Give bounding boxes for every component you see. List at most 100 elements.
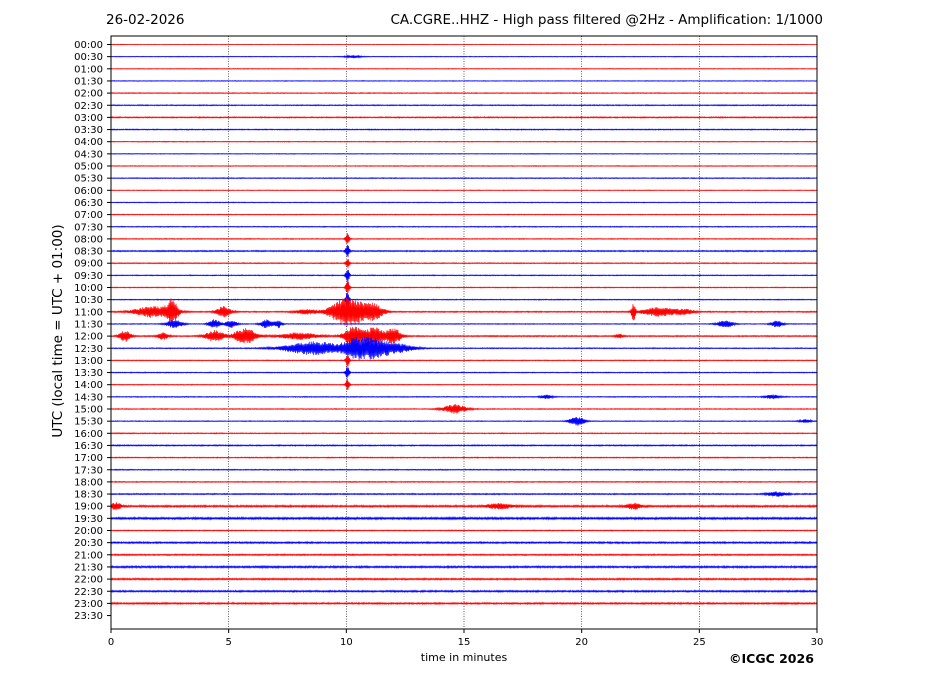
y-tick-label: 00:00 bbox=[74, 40, 103, 51]
y-tick-label: 01:00 bbox=[74, 64, 103, 75]
trace-0230 bbox=[110, 103, 818, 107]
x-tick-label: 0 bbox=[108, 637, 114, 648]
trace-0200 bbox=[110, 91, 818, 95]
y-tick-label: 23:00 bbox=[74, 599, 103, 610]
y-tick-label: 11:00 bbox=[74, 307, 103, 318]
trace-0530 bbox=[110, 176, 818, 180]
y-tick-label: 19:30 bbox=[74, 514, 103, 525]
trace-1900 bbox=[110, 502, 818, 511]
y-tick-label: 05:30 bbox=[74, 174, 103, 185]
trace-1130 bbox=[110, 319, 818, 329]
y-tick-label: 01:30 bbox=[74, 76, 103, 87]
trace-1830 bbox=[110, 491, 818, 497]
y-tick-label: 14:30 bbox=[74, 392, 103, 403]
trace-2100 bbox=[110, 553, 818, 557]
y-tick-label: 07:30 bbox=[74, 222, 103, 233]
y-tick-label: 09:00 bbox=[74, 259, 103, 270]
y-tick-label: 09:30 bbox=[74, 271, 103, 282]
copyright-label: ©ICGC 2026 bbox=[729, 651, 814, 666]
trace-1500 bbox=[110, 404, 818, 414]
y-tick-label: 12:30 bbox=[74, 344, 103, 355]
trace-2030 bbox=[110, 540, 818, 545]
y-tick-label: 04:30 bbox=[74, 149, 103, 160]
y-tick-label: 11:30 bbox=[74, 319, 103, 330]
y-tick-label: 07:00 bbox=[74, 210, 103, 221]
trace-2230 bbox=[110, 589, 818, 594]
y-tick-label: 15:00 bbox=[74, 405, 103, 416]
trace-0430 bbox=[110, 152, 818, 155]
y-tick-label: 22:30 bbox=[74, 587, 103, 598]
trace-0600 bbox=[110, 189, 818, 192]
y-tick-label: 00:30 bbox=[74, 52, 103, 63]
trace-2000 bbox=[110, 529, 818, 532]
y-tick-label: 02:30 bbox=[74, 101, 103, 112]
trace-1630 bbox=[110, 443, 818, 447]
y-tick-label: 15:30 bbox=[74, 417, 103, 428]
y-tick-label: 23:30 bbox=[74, 611, 103, 622]
y-tick-label: 13:00 bbox=[74, 356, 103, 367]
y-tick-label: 03:30 bbox=[74, 125, 103, 136]
grid-lines bbox=[228, 36, 700, 629]
trace-2200 bbox=[110, 577, 818, 582]
trace-0130 bbox=[110, 79, 818, 82]
trace-0800 bbox=[110, 233, 818, 244]
trace-0830 bbox=[110, 244, 818, 258]
trace-1530 bbox=[110, 416, 818, 426]
trace-2130 bbox=[110, 564, 818, 570]
y-tick-label: 18:30 bbox=[74, 490, 103, 501]
y-tick-label: 06:30 bbox=[74, 198, 103, 209]
trace-0100 bbox=[110, 67, 818, 70]
trace-0330 bbox=[110, 128, 818, 131]
trace-1930 bbox=[110, 515, 818, 521]
y-tick-label: 03:00 bbox=[74, 113, 103, 124]
y-tick-label: 02:00 bbox=[74, 89, 103, 100]
trace-0630 bbox=[110, 201, 818, 204]
trace-1730 bbox=[110, 468, 818, 472]
trace-1230 bbox=[110, 336, 818, 360]
y-tick-label: 04:00 bbox=[74, 137, 103, 148]
trace-1700 bbox=[110, 456, 818, 459]
x-tick-label: 10 bbox=[340, 637, 353, 648]
y-tick-label: 08:00 bbox=[74, 234, 103, 245]
y-tick-label: 18:00 bbox=[74, 477, 103, 488]
trace-1000 bbox=[110, 279, 818, 294]
y-tick-label: 10:30 bbox=[74, 295, 103, 306]
y-tick-label: 20:30 bbox=[74, 538, 103, 549]
trace-1100 bbox=[110, 297, 818, 327]
x-tick-label: 5 bbox=[225, 637, 231, 648]
x-tick-label: 15 bbox=[458, 637, 471, 648]
trace-0730 bbox=[110, 225, 818, 228]
trace-group bbox=[110, 43, 818, 606]
y-tick-label: 20:00 bbox=[74, 526, 103, 537]
trace-1600 bbox=[110, 432, 818, 435]
trace-2300 bbox=[110, 601, 818, 606]
chart-title: CA.CGRE..HHZ - High pass filtered @2Hz -… bbox=[390, 12, 823, 28]
y-tick-label: 12:00 bbox=[74, 332, 103, 343]
y-tick-label: 17:00 bbox=[74, 453, 103, 464]
y-tick-label: 16:30 bbox=[74, 441, 103, 452]
trace-0300 bbox=[110, 115, 818, 119]
y-tick-label: 17:30 bbox=[74, 465, 103, 476]
trace-0900 bbox=[110, 259, 818, 269]
y-tick-label: 10:00 bbox=[74, 283, 103, 294]
trace-1030 bbox=[110, 292, 818, 307]
x-tick-label: 20 bbox=[575, 637, 588, 648]
trace-0400 bbox=[110, 140, 818, 143]
trace-0700 bbox=[110, 213, 818, 216]
trace-1330 bbox=[110, 367, 818, 379]
y-tick-label: 08:30 bbox=[74, 247, 103, 258]
x-ticks: 0 5 10 15 20 25 30 bbox=[108, 629, 824, 648]
x-tick-label: 25 bbox=[693, 637, 706, 648]
trace-1300 bbox=[110, 354, 818, 367]
x-axis-label: time in minutes bbox=[420, 651, 508, 664]
trace-1430 bbox=[110, 394, 818, 400]
y-tick-label: 05:00 bbox=[74, 162, 103, 173]
y-tick-label: 19:00 bbox=[74, 502, 103, 513]
x-tick-label: 30 bbox=[811, 637, 824, 648]
trace-1200 bbox=[110, 326, 818, 347]
y-tick-label: 13:30 bbox=[74, 368, 103, 379]
y-tick-label: 22:00 bbox=[74, 575, 103, 586]
y-tick-label: 14:00 bbox=[74, 380, 103, 391]
